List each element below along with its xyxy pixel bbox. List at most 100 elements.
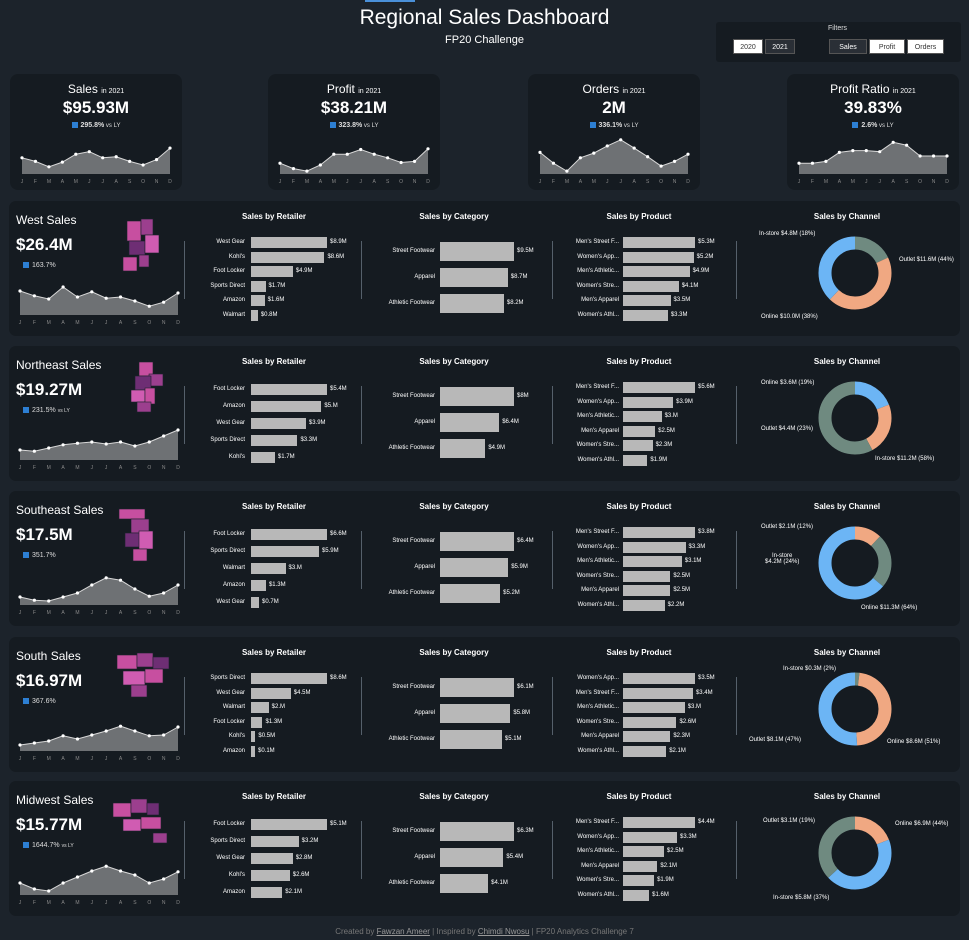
retailer-bar[interactable]: [251, 673, 327, 684]
product-bar[interactable]: [623, 425, 656, 437]
retailer-bar[interactable]: [251, 237, 327, 248]
product-bar[interactable]: [623, 295, 671, 306]
channel-donut-slice[interactable]: [818, 236, 892, 310]
retailer-bar[interactable]: [251, 687, 291, 699]
channel-donut-slice[interactable]: [818, 526, 892, 600]
product-bar[interactable]: [623, 382, 695, 393]
retailer-bar-value: $1.3M: [268, 582, 286, 588]
metric-sales-button[interactable]: Sales: [829, 39, 867, 54]
retailer-bar[interactable]: [251, 309, 258, 321]
channel-donut-slice[interactable]: [818, 672, 892, 746]
channel-donut-slice[interactable]: [818, 381, 892, 455]
category-bar[interactable]: [440, 268, 508, 287]
product-bar[interactable]: [623, 702, 685, 713]
category-bar[interactable]: [440, 874, 489, 893]
product-bar[interactable]: [623, 251, 694, 263]
category-bar[interactable]: [440, 532, 514, 551]
year-2020-button[interactable]: 2020: [733, 39, 763, 54]
category-bar[interactable]: [440, 413, 500, 432]
product-bar-label: Women's App...: [577, 833, 619, 840]
product-bar[interactable]: [623, 309, 668, 321]
product-bar[interactable]: [623, 396, 674, 408]
product-bar[interactable]: [623, 570, 671, 582]
product-bar[interactable]: [623, 237, 695, 248]
product-bar[interactable]: [623, 280, 679, 292]
channel-donut-slice[interactable]: [818, 381, 892, 455]
category-bar[interactable]: [440, 848, 504, 867]
product-bar[interactable]: [623, 831, 677, 843]
metric-profit-button[interactable]: Profit: [869, 39, 905, 54]
product-bar[interactable]: [623, 745, 667, 757]
retailer-bar[interactable]: [251, 529, 327, 540]
retailer-bar[interactable]: [251, 853, 293, 864]
category-bar[interactable]: [440, 439, 486, 458]
metric-orders-button[interactable]: Orders: [907, 39, 944, 54]
product-bar[interactable]: [623, 585, 671, 596]
kpi-delta: 336.1% vs LY: [528, 122, 700, 129]
product-bar[interactable]: [623, 599, 665, 611]
product-bar[interactable]: [623, 817, 695, 828]
product-bar[interactable]: [623, 556, 682, 567]
product-bar[interactable]: [623, 266, 690, 277]
product-bar[interactable]: [623, 731, 671, 742]
author-link[interactable]: Fawzan Ameer: [376, 927, 430, 936]
region-sparkline-chart-month-tick: D: [176, 900, 180, 906]
product-bar[interactable]: [623, 454, 648, 466]
channel-donut-slice[interactable]: [818, 816, 892, 890]
retailer-bar[interactable]: [251, 251, 325, 263]
category-bar[interactable]: [440, 730, 502, 749]
retailer-bar[interactable]: [251, 563, 286, 574]
product-bar[interactable]: [623, 875, 655, 886]
product-bar[interactable]: [623, 846, 664, 857]
category-bar-label: Apparel: [414, 274, 435, 280]
kpi-sparkline-month-tick: J: [619, 179, 622, 185]
channel-donut-slice[interactable]: [818, 816, 892, 890]
retailer-bar[interactable]: [251, 716, 263, 728]
retailer-bar[interactable]: [251, 546, 319, 557]
region-sales-value: $19.27M: [16, 380, 83, 399]
retailer-bar[interactable]: [251, 266, 293, 277]
retailer-bar[interactable]: [251, 731, 256, 742]
product-bar[interactable]: [623, 411, 662, 422]
product-bar[interactable]: [623, 527, 695, 538]
year-2021-button[interactable]: 2021: [765, 39, 795, 54]
channel-donut-slice[interactable]: [818, 526, 892, 600]
channel-donut-slice[interactable]: [818, 672, 892, 746]
retailer-bar[interactable]: [251, 280, 266, 292]
retailer-bar[interactable]: [251, 384, 327, 395]
category-bar[interactable]: [440, 242, 514, 261]
retailer-bar[interactable]: [251, 295, 265, 306]
retailer-bar[interactable]: [251, 745, 255, 757]
retailer-bar[interactable]: [251, 401, 322, 412]
channel-donut-slice[interactable]: [818, 236, 892, 310]
category-bar[interactable]: [440, 678, 514, 697]
category-bar[interactable]: [440, 558, 509, 577]
retailer-bar[interactable]: [251, 702, 269, 713]
retailer-bar[interactable]: [251, 597, 260, 608]
retailer-bar[interactable]: [251, 887, 283, 898]
product-bar[interactable]: [623, 889, 650, 901]
product-bar[interactable]: [623, 860, 658, 872]
page-title: Regional Sales Dashboard: [359, 6, 610, 29]
category-bar[interactable]: [440, 387, 514, 406]
retailer-bar[interactable]: [251, 452, 275, 463]
category-bar[interactable]: [440, 584, 501, 603]
category-bar[interactable]: [440, 822, 514, 841]
retailer-bar[interactable]: [251, 418, 306, 429]
category-bar[interactable]: [440, 704, 511, 723]
region-sparkline-chart-point: [133, 873, 137, 877]
retailer-bar[interactable]: [251, 819, 327, 830]
retailer-bar[interactable]: [251, 435, 298, 446]
retailer-bar[interactable]: [251, 870, 290, 881]
product-bar[interactable]: [623, 673, 695, 684]
inspirer-link[interactable]: Chimdi Nwosu: [477, 927, 530, 936]
product-bar[interactable]: [623, 440, 653, 451]
category-bar[interactable]: [440, 294, 504, 313]
map-state-shape: [118, 508, 146, 520]
retailer-bar[interactable]: [251, 836, 299, 847]
product-bar[interactable]: [623, 687, 693, 699]
product-bar[interactable]: [623, 541, 686, 553]
panel-title-channel: Sales by Channel: [813, 648, 881, 657]
product-bar[interactable]: [623, 716, 677, 728]
retailer-bar[interactable]: [251, 580, 266, 591]
